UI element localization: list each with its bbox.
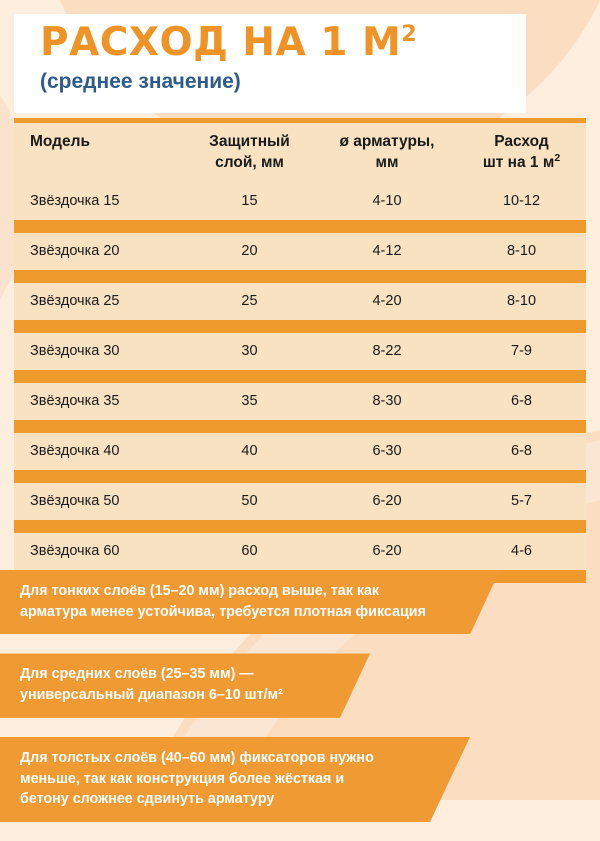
- cell-model: Звёздочка 15: [30, 193, 120, 210]
- cell-usage: 10-12: [502, 193, 541, 210]
- cell-layer: 50: [241, 493, 258, 510]
- cell-layer: 40: [241, 443, 258, 460]
- row-separator: [14, 519, 586, 533]
- column-header-usage-line2-text: шт на 1 м: [482, 153, 555, 171]
- note-medium-layers-line1: Для средних слоёв (25–35 мм) —: [20, 666, 254, 683]
- cell-layer: 60: [241, 543, 258, 560]
- table-row: Звёздочка 25 25 4-20 8-10: [14, 282, 586, 320]
- column-header-model: Модель: [14, 132, 182, 153]
- row-separator: [14, 419, 586, 433]
- cell-model: Звёздочка 25: [30, 293, 120, 310]
- cell-layer: 15: [241, 193, 258, 210]
- table-body: Звёздочка 15 15 4-10 10-12 Звёздочка 20 20 4-1…: [14, 182, 586, 583]
- note-thin-layers-line2: арматура менее устойчива, требуется плот…: [20, 603, 426, 620]
- note-thin-layers: Для тонких слоёв (15–20 мм) расход выше,…: [0, 570, 500, 635]
- cell-rebar: 4-10: [372, 193, 402, 210]
- cell-model: Звёздочка 20: [30, 243, 120, 260]
- cell-layer: 20: [241, 243, 258, 260]
- cell-usage: 5-7: [511, 493, 532, 510]
- page-title: РАСХОД НА 1 М2: [40, 23, 526, 62]
- infographic-page: РАСХОД НА 1 М2 (среднее значение) Модель…: [0, 14, 586, 823]
- cell-usage: 8-10: [506, 243, 537, 260]
- table-row: Звёздочка 30 30 8-22 7-9: [14, 332, 586, 370]
- note-thick-layers-line1: Для толстых слоёв (40–60 мм) фиксаторов …: [20, 749, 374, 766]
- cell-rebar: 6-20: [372, 543, 402, 560]
- page-subtitle: (среднее значение): [40, 70, 241, 93]
- note-thick-layers: Для толстых слоёв (40–60 мм) фиксаторов …: [0, 736, 470, 823]
- cell-layer: 25: [241, 293, 258, 310]
- table-row: Звёздочка 60 60 6-20 4-6: [14, 532, 586, 570]
- column-header-model-line1: Модель: [30, 133, 91, 150]
- column-header-rebar-line1: ø арматуры,: [339, 133, 435, 150]
- cell-usage: 7-9: [511, 343, 532, 360]
- cell-model: Звёздочка 60: [30, 543, 120, 560]
- cell-usage: 4-6: [511, 543, 532, 560]
- row-separator: [14, 369, 586, 383]
- table-row: Звёздочка 50 50 6-20 5-7: [14, 482, 586, 520]
- column-header-usage: Расход шт на 1 м2: [457, 132, 586, 174]
- column-header-usage-line2: шт на 1 м2: [457, 151, 586, 174]
- cell-rebar: 4-12: [372, 243, 402, 260]
- cell-rebar: 8-22: [372, 343, 402, 360]
- cell-model: Звёздочка 50: [30, 493, 120, 510]
- note-medium-layers-line2: универсальный диапазон 6–10 шт/м²: [20, 687, 283, 704]
- column-header-layer: Защитный слой, мм: [182, 132, 317, 174]
- row-separator: [14, 469, 586, 483]
- column-header-usage-superscript: 2: [554, 151, 561, 164]
- table-row: Звёздочка 20 20 4-12 8-10: [14, 232, 586, 270]
- column-header-usage-line1: Расход: [494, 133, 549, 150]
- column-header-layer-line2: слой, мм: [215, 153, 284, 171]
- notes-section: Для тонких слоёв (15–20 мм) расход выше,…: [0, 570, 600, 841]
- cell-rebar: 8-30: [372, 393, 402, 410]
- table-row: Звёздочка 35 35 8-30 6-8: [14, 382, 586, 420]
- cell-rebar: 4-20: [372, 293, 402, 310]
- title-card: РАСХОД НА 1 М2 (среднее значение): [14, 14, 526, 113]
- cell-model: Звёздочка 35: [30, 393, 120, 410]
- table-header-row: Модель Защитный слой, мм ø арматуры, мм …: [14, 123, 586, 183]
- column-header-rebar: ø арматуры, мм: [317, 132, 457, 174]
- table-row: Звёздочка 15 15 4-10 10-12: [14, 182, 586, 220]
- page-title-text: РАСХОД НА 1 М: [40, 20, 402, 65]
- cell-layer: 35: [241, 393, 258, 410]
- cell-usage: 6-8: [511, 393, 532, 410]
- consumption-table: Модель Защитный слой, мм ø арматуры, мм …: [14, 118, 586, 583]
- row-separator: [14, 319, 586, 333]
- note-medium-layers: Для средних слоёв (25–35 мм) — универсал…: [0, 653, 370, 718]
- cell-rebar: 6-30: [372, 443, 402, 460]
- cell-layer: 30: [241, 343, 258, 360]
- cell-model: Звёздочка 40: [30, 443, 120, 460]
- note-thick-layers-line2: меньше, так как конструкция более жёстка…: [20, 770, 345, 787]
- column-header-layer-line1: Защитный: [209, 133, 290, 150]
- row-separator: [14, 269, 586, 283]
- column-header-rebar-line2: мм: [375, 153, 399, 171]
- page-title-superscript: 2: [401, 22, 418, 47]
- note-thin-layers-line1: Для тонких слоёв (15–20 мм) расход выше,…: [20, 583, 380, 599]
- cell-model: Звёздочка 30: [30, 343, 120, 360]
- cell-usage: 8-10: [506, 293, 537, 310]
- cell-usage: 6-8: [511, 443, 532, 460]
- cell-rebar: 6-20: [372, 493, 402, 510]
- row-separator: [14, 219, 586, 233]
- table-row: Звёздочка 40 40 6-30 6-8: [14, 432, 586, 470]
